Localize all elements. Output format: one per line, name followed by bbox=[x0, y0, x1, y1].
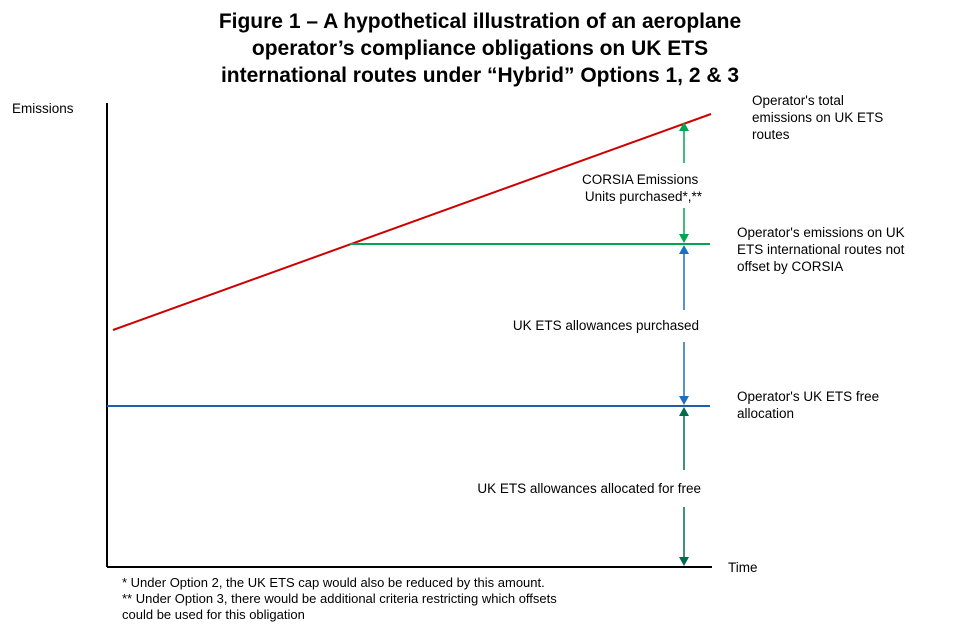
title-line-1: Figure 1 – A hypothetical illustration o… bbox=[218, 10, 742, 33]
footnotes: * Under Option 2, the UK ETS cap would a… bbox=[122, 575, 762, 623]
ukets-free-double-arrow bbox=[679, 407, 689, 566]
x-axis-label: Time bbox=[728, 560, 758, 575]
y-axis-label: Emissions bbox=[12, 101, 74, 116]
footnote-2: ** Under Option 3, there would be additi… bbox=[122, 591, 557, 606]
figure-title: Figure 1 – A hypothetical illustration o… bbox=[60, 8, 900, 89]
ukets-purchased-label: UK ETS allowances purchased bbox=[513, 318, 699, 333]
title-line-2: operator’s compliance obligations on UK … bbox=[251, 37, 709, 60]
footnote-1: * Under Option 2, the UK ETS cap would a… bbox=[122, 575, 545, 590]
total-emissions-line bbox=[112, 113, 712, 331]
corsia-double-arrow bbox=[679, 122, 689, 243]
ukets-purchased-double-arrow bbox=[679, 245, 689, 405]
total-emissions-annotation: Operator's total emissions on UK ETS rou… bbox=[752, 93, 887, 142]
not-offset-annotation: Operator's emissions on UK ETS internati… bbox=[737, 225, 908, 274]
title-line-3: international routes under “Hybrid” Opti… bbox=[220, 64, 740, 87]
free-allocation-annotation: Operator's UK ETS free allocation bbox=[737, 389, 883, 421]
corsia-units-label: CORSIA Emissions Units purchased*,** bbox=[582, 172, 703, 204]
footnote-3: could be used for this obligation bbox=[122, 607, 305, 622]
ukets-free-label: UK ETS allowances allocated for free bbox=[477, 481, 701, 496]
